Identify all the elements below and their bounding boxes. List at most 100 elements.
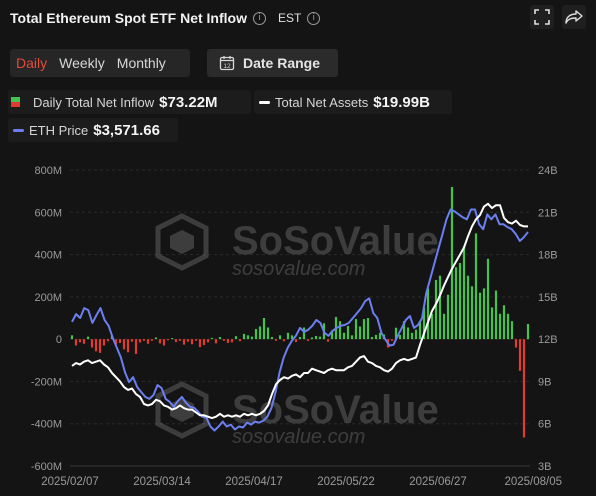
inflow-bar bbox=[122, 339, 126, 350]
inflow-bar bbox=[274, 339, 278, 341]
inflow-bar bbox=[250, 336, 254, 340]
timezone-info-icon[interactable]: i bbox=[307, 11, 321, 25]
y-left-tick: 200M bbox=[34, 292, 62, 304]
inflow-bar bbox=[98, 339, 102, 353]
inflow-bar bbox=[278, 335, 282, 340]
legend-assets-label: Total Net Assets bbox=[275, 94, 369, 110]
svg-text:12: 12 bbox=[223, 63, 231, 70]
y-left-tick: -600M bbox=[31, 461, 62, 473]
inflow-bar bbox=[186, 339, 190, 342]
inflow-bar bbox=[426, 288, 430, 340]
inflow-bar bbox=[154, 337, 158, 340]
inflow-bar bbox=[74, 339, 78, 346]
watermark-logo-bottom bbox=[155, 381, 209, 439]
watermark-logo-top bbox=[155, 213, 209, 271]
inflow-bar bbox=[178, 339, 182, 341]
legend-inflow-label: Daily Total Net Inflow bbox=[33, 94, 155, 110]
inflow-bar bbox=[446, 294, 450, 340]
inflow-bar bbox=[518, 339, 522, 371]
series-lines bbox=[71, 202, 529, 432]
tab-monthly[interactable]: Monthly bbox=[116, 55, 166, 71]
legend-eth-value: $3,571.66 bbox=[93, 121, 160, 139]
inflow-bar bbox=[194, 339, 198, 341]
y-right-tick: 3B bbox=[538, 461, 551, 473]
inflow-bar bbox=[198, 339, 202, 348]
inflow-bar bbox=[174, 339, 178, 343]
tab-weekly[interactable]: Weekly bbox=[59, 55, 105, 71]
inflow-bar bbox=[342, 332, 346, 340]
share-icon bbox=[565, 10, 583, 24]
inflow-bar bbox=[438, 275, 442, 340]
chart-title: Total Ethereum Spot ETF Net Inflow bbox=[10, 10, 247, 26]
inflow-bar bbox=[78, 339, 82, 343]
inflow-bar bbox=[450, 186, 454, 340]
inflow-bar bbox=[242, 333, 246, 340]
line-legend-icon bbox=[259, 100, 270, 104]
y-right-tick: 9B bbox=[538, 376, 551, 388]
inflow-bar bbox=[470, 286, 474, 340]
inflow-bar bbox=[478, 292, 482, 340]
inflow-bar bbox=[290, 335, 294, 340]
inflow-bar bbox=[222, 339, 226, 341]
inflow-bar bbox=[306, 339, 310, 341]
fullscreen-icon bbox=[534, 9, 550, 25]
inflow-bar bbox=[246, 335, 250, 340]
bar-legend-icon bbox=[11, 97, 20, 107]
legend-eth-label: ETH Price bbox=[29, 122, 89, 138]
tab-daily[interactable]: Daily bbox=[16, 55, 48, 71]
inflow-bar bbox=[142, 339, 146, 341]
inflow-bar bbox=[262, 318, 266, 340]
inflow-bar bbox=[94, 339, 98, 352]
inflow-bar bbox=[390, 339, 394, 341]
inflow-bar bbox=[234, 336, 238, 340]
inflow-bar bbox=[514, 339, 518, 348]
y-right-tick: 18B bbox=[538, 250, 558, 262]
inflow-bar bbox=[86, 336, 90, 340]
inflow-bar bbox=[282, 339, 286, 342]
y-right-tick: 21B bbox=[538, 207, 558, 219]
fullscreen-button[interactable] bbox=[530, 5, 554, 29]
inflow-bar bbox=[214, 339, 218, 344]
y-left-tick: 800M bbox=[34, 165, 62, 177]
y-left-tick: -400M bbox=[31, 419, 62, 431]
inflow-bar bbox=[378, 332, 382, 340]
inflow-bar bbox=[106, 339, 110, 342]
legend-assets[interactable]: Total Net Assets $19.99B bbox=[254, 90, 452, 114]
inflow-bar bbox=[102, 339, 106, 346]
inflow-bar bbox=[318, 336, 322, 340]
inflow-bar bbox=[202, 339, 206, 346]
inflow-bar bbox=[350, 335, 354, 340]
info-icon[interactable]: i bbox=[252, 11, 266, 25]
inflow-bar bbox=[482, 288, 486, 340]
share-button[interactable] bbox=[562, 5, 586, 29]
date-range-button[interactable]: 12 Date Range bbox=[207, 49, 338, 77]
inflow-bar bbox=[294, 339, 298, 343]
x-tick: 2025/05/22 bbox=[317, 476, 375, 488]
inflow-bar bbox=[230, 339, 234, 343]
inflow-bar bbox=[218, 337, 222, 340]
legend-inflow[interactable]: Daily Total Net Inflow $73.22M bbox=[8, 90, 251, 114]
inflow-bar bbox=[226, 339, 230, 343]
inflow-bar bbox=[414, 329, 418, 340]
inflow-bar bbox=[458, 263, 462, 340]
inflow-bar bbox=[490, 307, 494, 340]
inflow-bar bbox=[366, 318, 370, 340]
inflow-bar bbox=[422, 307, 426, 340]
watermark-url-bottom: sosovalue.com bbox=[232, 426, 365, 448]
x-tick: 2025/06/27 bbox=[409, 476, 467, 488]
y-right-tick: 24B bbox=[538, 165, 558, 177]
period-selector: Daily Weekly Monthly bbox=[10, 49, 190, 77]
inflow-bar bbox=[138, 339, 142, 343]
inflow-bar bbox=[206, 339, 210, 343]
inflow-bar bbox=[90, 339, 94, 348]
inflow-bar bbox=[182, 339, 186, 345]
legend-eth[interactable]: ETH Price $3,571.66 bbox=[8, 118, 178, 142]
y-left-tick: -200M bbox=[31, 376, 62, 388]
inflow-bar bbox=[166, 339, 170, 341]
inflow-bar bbox=[130, 339, 134, 342]
y-axis-left: 800M 600M 400M 200M 0 -200M -400M -600M bbox=[31, 165, 62, 473]
x-tick: 2025/02/07 bbox=[41, 476, 99, 488]
inflow-bar bbox=[358, 326, 362, 340]
chart-header: Total Ethereum Spot ETF Net Inflow i EST… bbox=[10, 5, 586, 29]
inflow-bar bbox=[454, 267, 458, 340]
